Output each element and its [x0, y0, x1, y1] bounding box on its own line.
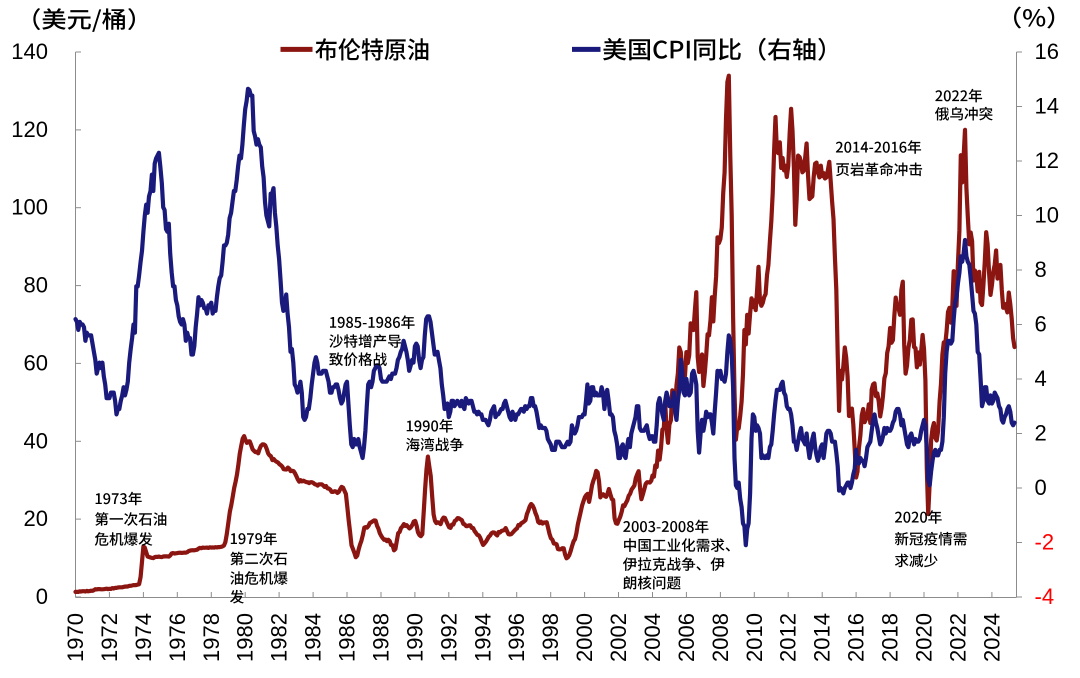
svg-text:10: 10	[1035, 203, 1059, 228]
svg-text:1984: 1984	[301, 613, 326, 662]
svg-text:1972: 1972	[97, 613, 122, 662]
svg-text:1976: 1976	[165, 613, 190, 662]
svg-text:20: 20	[24, 506, 48, 531]
svg-text:1990: 1990	[402, 613, 427, 662]
svg-text:1994: 1994	[470, 613, 495, 662]
svg-text:2008: 2008	[708, 613, 733, 662]
svg-text:2024: 2024	[979, 613, 1004, 662]
svg-text:2020: 2020	[912, 613, 937, 662]
svg-text:1986: 1986	[335, 613, 360, 662]
svg-text:0: 0	[1035, 475, 1047, 500]
svg-text:2014: 2014	[810, 613, 835, 662]
svg-text:1996: 1996	[504, 613, 529, 662]
svg-text:2004: 2004	[640, 613, 665, 662]
svg-text:2002: 2002	[606, 613, 631, 662]
svg-text:1980: 1980	[233, 613, 258, 662]
svg-text:2006: 2006	[674, 613, 699, 662]
svg-text:1988: 1988	[369, 613, 394, 662]
svg-text:1992: 1992	[436, 613, 461, 662]
svg-text:14: 14	[1035, 94, 1059, 119]
svg-text:140: 140	[11, 39, 48, 64]
svg-text:6: 6	[1035, 312, 1047, 337]
svg-text:2016: 2016	[844, 613, 869, 662]
svg-text:-2: -2	[1035, 530, 1055, 555]
svg-text:-4: -4	[1035, 584, 1055, 609]
svg-text:120: 120	[11, 117, 48, 142]
svg-text:12: 12	[1035, 148, 1059, 173]
svg-text:40: 40	[24, 428, 48, 453]
svg-text:1970: 1970	[63, 613, 88, 662]
svg-text:1982: 1982	[267, 613, 292, 662]
svg-text:80: 80	[24, 273, 48, 298]
svg-text:8: 8	[1035, 257, 1047, 282]
svg-text:2022: 2022	[945, 613, 970, 662]
svg-text:60: 60	[24, 350, 48, 375]
svg-text:16: 16	[1035, 39, 1059, 64]
svg-text:100: 100	[11, 195, 48, 220]
svg-text:2018: 2018	[878, 613, 903, 662]
svg-text:2012: 2012	[776, 613, 801, 662]
svg-text:4: 4	[1035, 366, 1047, 391]
svg-text:1974: 1974	[131, 613, 156, 662]
svg-text:2: 2	[1035, 421, 1047, 446]
svg-text:1978: 1978	[199, 613, 224, 662]
svg-text:0: 0	[36, 584, 48, 609]
svg-text:2010: 2010	[742, 613, 767, 662]
svg-text:1998: 1998	[538, 613, 563, 662]
svg-text:2000: 2000	[572, 613, 597, 662]
